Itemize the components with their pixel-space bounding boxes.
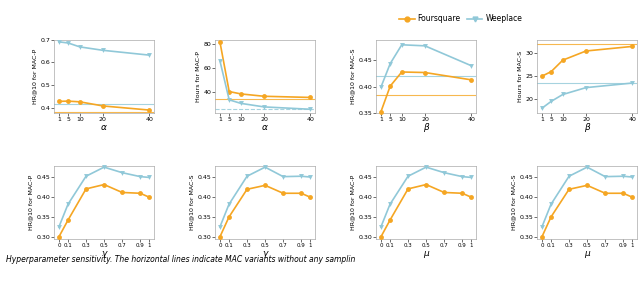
X-axis label: β: β: [423, 123, 429, 132]
Text: Hyperparameter sensitivity. The horizontal lines indicate MAC variants without a: Hyperparameter sensitivity. The horizont…: [6, 255, 356, 264]
Y-axis label: HR@10 for MAC-S: HR@10 for MAC-S: [512, 174, 516, 230]
Y-axis label: HR@10 for MAC-P: HR@10 for MAC-P: [33, 49, 38, 104]
Y-axis label: Hours for MAC-S: Hours for MAC-S: [518, 51, 523, 102]
X-axis label: μ: μ: [423, 249, 429, 258]
Legend: Foursquare, Weeplace: Foursquare, Weeplace: [396, 11, 525, 26]
X-axis label: α: α: [262, 123, 268, 132]
X-axis label: μ: μ: [584, 249, 590, 258]
Y-axis label: HR@10 for MAC-S: HR@10 for MAC-S: [189, 174, 195, 230]
Y-axis label: HR@10 for MAC-P: HR@10 for MAC-P: [29, 175, 34, 230]
Y-axis label: Hours for MAC-P: Hours for MAC-P: [196, 51, 200, 102]
X-axis label: γ: γ: [262, 249, 268, 258]
X-axis label: α: α: [101, 123, 107, 132]
X-axis label: γ: γ: [101, 249, 107, 258]
Y-axis label: HR@10 for MAC-S: HR@10 for MAC-S: [351, 48, 356, 104]
X-axis label: β: β: [584, 123, 590, 132]
Y-axis label: HR@10 for MAC-P: HR@10 for MAC-P: [351, 175, 356, 230]
